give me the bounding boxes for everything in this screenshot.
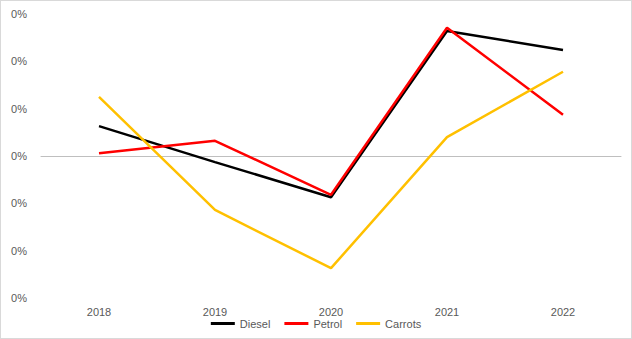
svg-text:0%: 0% [11,150,27,162]
svg-text:0%: 0% [11,103,27,115]
svg-text:2019: 2019 [203,306,227,318]
svg-text:0%: 0% [11,292,27,304]
svg-text:2021: 2021 [435,306,459,318]
svg-text:2018: 2018 [87,306,111,318]
svg-text:2020: 2020 [319,306,343,318]
svg-text:Carrots: Carrots [385,318,422,330]
svg-text:0%: 0% [11,8,27,20]
svg-text:0%: 0% [11,197,27,209]
svg-text:2022: 2022 [551,306,575,318]
svg-text:0%: 0% [11,245,27,257]
svg-text:0%: 0% [11,55,27,67]
svg-text:Petrol: Petrol [313,318,342,330]
svg-text:Diesel: Diesel [240,318,271,330]
